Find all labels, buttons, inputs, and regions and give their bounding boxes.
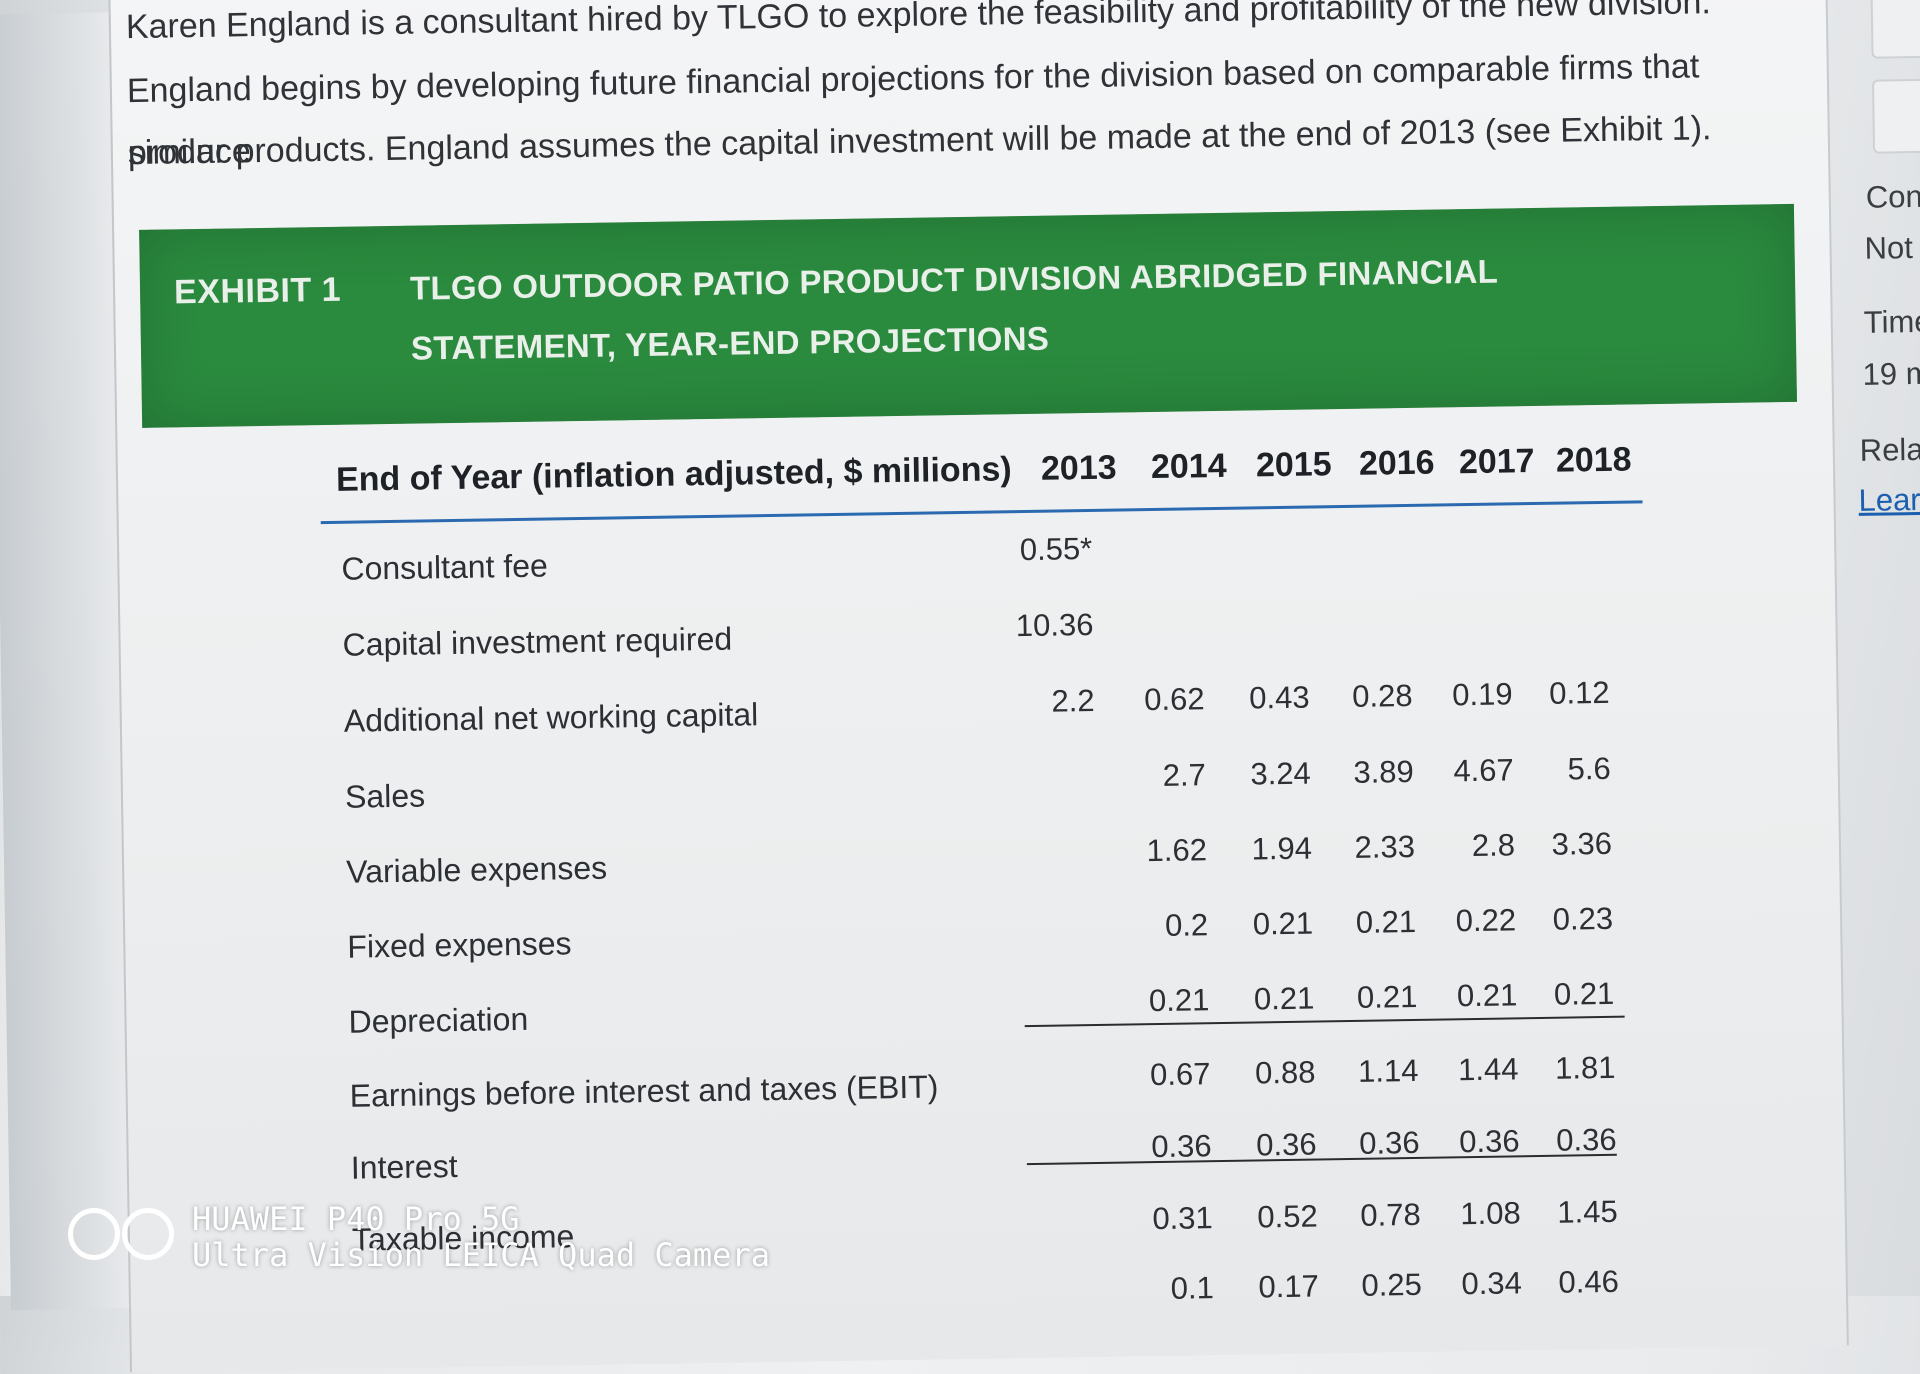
year-header: 2018 <box>1555 440 1632 480</box>
table-cell: 0.34 <box>1461 1265 1523 1302</box>
table-cell: 2.33 <box>1354 828 1416 865</box>
side-item: 19 m <box>1862 355 1920 392</box>
side-item: Time <box>1863 303 1920 340</box>
row-label: Additional net working capital <box>343 696 759 739</box>
table-cell: 1.44 <box>1457 1051 1519 1088</box>
table-cell: 1.81 <box>1554 1049 1616 1086</box>
year-header: 2014 <box>1150 446 1227 487</box>
table-cell: 1.45 <box>1557 1193 1618 1230</box>
table-cell: 1.94 <box>1251 830 1313 867</box>
table-cell: 2.2 <box>1051 682 1095 719</box>
row-label: Interest <box>350 1148 458 1186</box>
table-cell: 2.8 <box>1471 827 1516 864</box>
row-label: Capital investment required <box>342 620 733 663</box>
table-cell: 2.7 <box>1162 757 1207 793</box>
table-cell: 0.21 <box>1253 980 1315 1017</box>
table-cell: 5.6 <box>1567 750 1612 787</box>
learn-more-link[interactable]: Learr <box>1858 481 1920 518</box>
table-cell: 0.22 <box>1455 902 1517 939</box>
side-panel-box <box>1870 0 1920 59</box>
table-cell: 3.89 <box>1353 753 1415 790</box>
table-cell: 0.52 <box>1257 1198 1319 1235</box>
exhibit-label: EXHIBIT 1 <box>173 270 342 312</box>
row-label: Depreciation <box>348 1000 529 1040</box>
table-cell: 0.21 <box>1148 982 1210 1019</box>
table-cell: 0.21 <box>1456 977 1518 1014</box>
camera-logo-icon <box>68 1208 174 1260</box>
exhibit-title-line-2: STATEMENT, YEAR-END PROJECTIONS <box>410 319 1050 367</box>
table-cell: 3.36 <box>1551 825 1613 862</box>
table-cell: 0.78 <box>1360 1196 1421 1233</box>
table-cell: 4.67 <box>1453 752 1515 789</box>
page-left-margin <box>0 12 130 1311</box>
table-cell: 0.1 <box>1170 1270 1215 1306</box>
table-cell: 0.43 <box>1248 679 1310 716</box>
table-cell: 0.28 <box>1351 677 1413 714</box>
table-cell: 0.17 <box>1258 1268 1320 1305</box>
row-label: Consultant fee <box>341 547 549 587</box>
side-panel-box <box>1871 78 1920 154</box>
year-header: 2017 <box>1458 442 1535 482</box>
table-cell: 0.62 <box>1143 681 1205 718</box>
table-cell: 0.55* <box>1019 530 1093 568</box>
table-cell: 0.67 <box>1149 1056 1211 1093</box>
table-cell: 1.14 <box>1357 1052 1419 1089</box>
row-label: Fixed expenses <box>347 925 572 965</box>
row-label: Sales <box>344 777 426 815</box>
table-cell: 0.2 <box>1164 907 1209 943</box>
table-cell: 1.62 <box>1146 832 1208 869</box>
watermark-line-2: Ultra Vision LEICA Quad Camera <box>192 1236 770 1274</box>
table-cell: 0.21 <box>1355 903 1417 940</box>
watermark-line-1: HUAWEI P40 Pro 5G <box>192 1200 520 1238</box>
side-item: Con <box>1865 178 1920 215</box>
table-cell: 1.08 <box>1460 1195 1521 1232</box>
side-item: Not <box>1864 230 1914 266</box>
year-header: 2015 <box>1255 445 1332 485</box>
exhibit-title-line-1: TLGO OUTDOOR PATIO PRODUCT DIVISION ABRI… <box>409 252 1499 307</box>
year-header: 2013 <box>1040 448 1117 488</box>
table-cell: 0.19 <box>1451 676 1513 713</box>
table-cell: 0.12 <box>1548 674 1610 711</box>
table-cell: 0.25 <box>1361 1266 1423 1303</box>
table-cell: 0.23 <box>1552 900 1614 937</box>
table-cell: 0.21 <box>1356 978 1418 1015</box>
table-cell: 0.21 <box>1553 975 1615 1012</box>
table-cell: 0.21 <box>1252 905 1314 942</box>
table-cell: 10.36 <box>1015 606 1094 644</box>
row-label: Variable expenses <box>345 849 608 890</box>
table-cell: 3.24 <box>1250 755 1312 792</box>
exhibit-banner: EXHIBIT 1 TLGO OUTDOOR PATIO PRODUCT DIV… <box>139 203 1797 428</box>
table-cell: 0.88 <box>1254 1054 1316 1091</box>
table-cell: 0.31 <box>1152 1200 1214 1237</box>
year-header: 2016 <box>1358 443 1435 483</box>
side-item: Relat <box>1859 431 1920 468</box>
